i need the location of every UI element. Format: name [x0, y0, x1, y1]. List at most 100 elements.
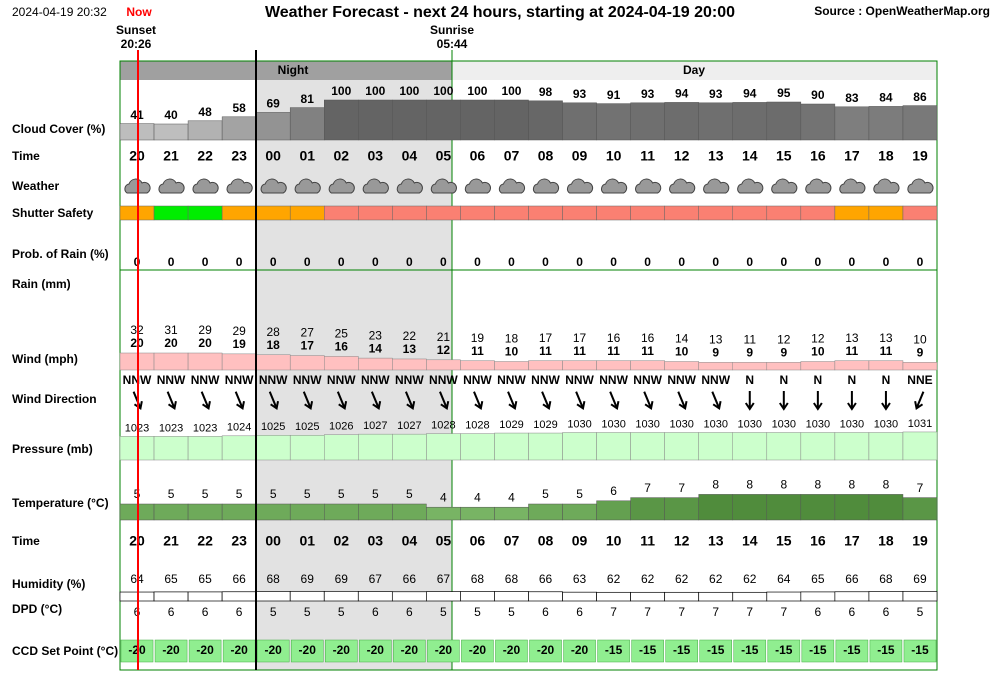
pressure-value: 1030	[840, 418, 864, 430]
ccd-value: -20	[196, 643, 214, 657]
shutter-cell	[800, 205, 836, 221]
temp-value: 8	[780, 478, 787, 492]
ccd-value: -15	[911, 643, 929, 657]
pressure-bar	[562, 432, 597, 461]
weather-icon	[396, 178, 423, 194]
ccd-value: -15	[707, 643, 725, 657]
hour: 04	[402, 148, 418, 164]
hour: 02	[333, 148, 349, 164]
cloud-value: 100	[433, 84, 453, 98]
ccd-cell	[188, 639, 222, 663]
pressure-bar	[902, 431, 938, 461]
wind-dir: N	[882, 373, 891, 387]
cloud-bar	[358, 99, 393, 141]
dpd-value: 5	[304, 605, 311, 619]
ccd-value: -20	[503, 643, 521, 657]
humidity-value: 68	[879, 572, 893, 586]
rain-prob: 0	[610, 255, 617, 269]
weather-icon	[294, 178, 321, 194]
dpd-value: 7	[712, 605, 719, 619]
shutter-cell	[766, 205, 802, 221]
wind-arrow	[200, 391, 211, 410]
wind-speed: 9	[746, 346, 753, 360]
hour: 22	[197, 533, 213, 549]
night-label: Night	[278, 63, 309, 77]
pressure-value: 1030	[806, 418, 830, 430]
hour: 09	[572, 533, 588, 549]
wind-gust: 13	[709, 333, 723, 347]
pressure-value: 1030	[669, 418, 693, 430]
cloud-value: 100	[501, 84, 521, 98]
hour: 15	[776, 533, 792, 549]
hour: 08	[538, 533, 554, 549]
wind-speed: 18	[267, 338, 281, 352]
cloud-value: 58	[232, 101, 246, 115]
pressure-bar	[630, 432, 665, 461]
wind-dir: NNW	[531, 373, 560, 387]
temp-value: 7	[917, 481, 924, 495]
wind-speed: 20	[198, 336, 212, 350]
pressure-value: 1024	[227, 422, 251, 434]
cloud-value: 86	[913, 90, 927, 104]
pressure-bar	[255, 435, 291, 461]
humidity-value: 66	[539, 572, 553, 586]
wind-bar	[562, 360, 597, 371]
temp-value: 5	[542, 487, 549, 501]
rain-prob: 0	[542, 255, 549, 269]
pressure-value: 1030	[635, 418, 659, 430]
ccd-cell	[154, 639, 188, 663]
pressure-value: 1030	[874, 418, 898, 430]
hour: 05	[436, 148, 452, 164]
hour: 23	[231, 533, 247, 549]
pressure-value: 1027	[397, 420, 421, 432]
rain-prob: 0	[236, 255, 243, 269]
rain-prob: 0	[202, 255, 209, 269]
columns: 41202003220NNW10235646-2040212103120NNW1…	[119, 84, 938, 663]
shutter-cell	[289, 205, 325, 221]
hour: 18	[878, 148, 894, 164]
wind-dir: N	[745, 373, 754, 387]
row-label: Cloud Cover (%)	[12, 122, 105, 136]
humidity-value: 68	[505, 572, 519, 586]
dpd-value: 5	[474, 605, 481, 619]
humidity-bar	[800, 591, 836, 602]
dpd-value: 6	[576, 605, 583, 619]
pressure-value: 1023	[159, 422, 183, 434]
dpd-value: 5	[270, 605, 277, 619]
weather-icon	[158, 178, 185, 194]
hour: 10	[606, 148, 622, 164]
wind-arrow	[744, 391, 755, 411]
wind-speed: 9	[917, 346, 924, 360]
row-label: Temperature (°C)	[12, 496, 109, 510]
cloud-value: 100	[467, 84, 487, 98]
humidity-bar	[153, 591, 189, 602]
wind-bar	[494, 361, 529, 371]
wind-gust: 23	[369, 328, 383, 342]
ccd-value: -15	[843, 643, 861, 657]
ccd-cell	[597, 639, 630, 663]
weather-icon	[328, 178, 355, 194]
humidity-value: 62	[675, 572, 689, 586]
wind-gust: 10	[913, 333, 927, 347]
cloud-value: 93	[709, 87, 723, 101]
ccd-cell	[325, 639, 358, 663]
pressure-bar	[460, 433, 495, 461]
temp-value: 4	[474, 490, 481, 504]
ccd-cell	[801, 639, 835, 663]
wind-dir: NNW	[497, 373, 526, 387]
ccd-cell	[767, 639, 801, 663]
rain-prob: 0	[508, 255, 515, 269]
hour: 17	[844, 148, 860, 164]
wind-arrow	[234, 391, 245, 410]
rain-prob: 0	[746, 255, 753, 269]
humidity-value: 62	[641, 572, 655, 586]
weather-icon	[260, 178, 287, 194]
shutter-cell	[392, 205, 427, 221]
wind-arrow	[575, 391, 586, 410]
shutter-cell	[187, 205, 223, 221]
temp-bar	[766, 494, 802, 521]
cloud-bar	[732, 102, 768, 141]
ccd-value: -20	[537, 643, 555, 657]
humidity-value: 67	[369, 572, 383, 586]
